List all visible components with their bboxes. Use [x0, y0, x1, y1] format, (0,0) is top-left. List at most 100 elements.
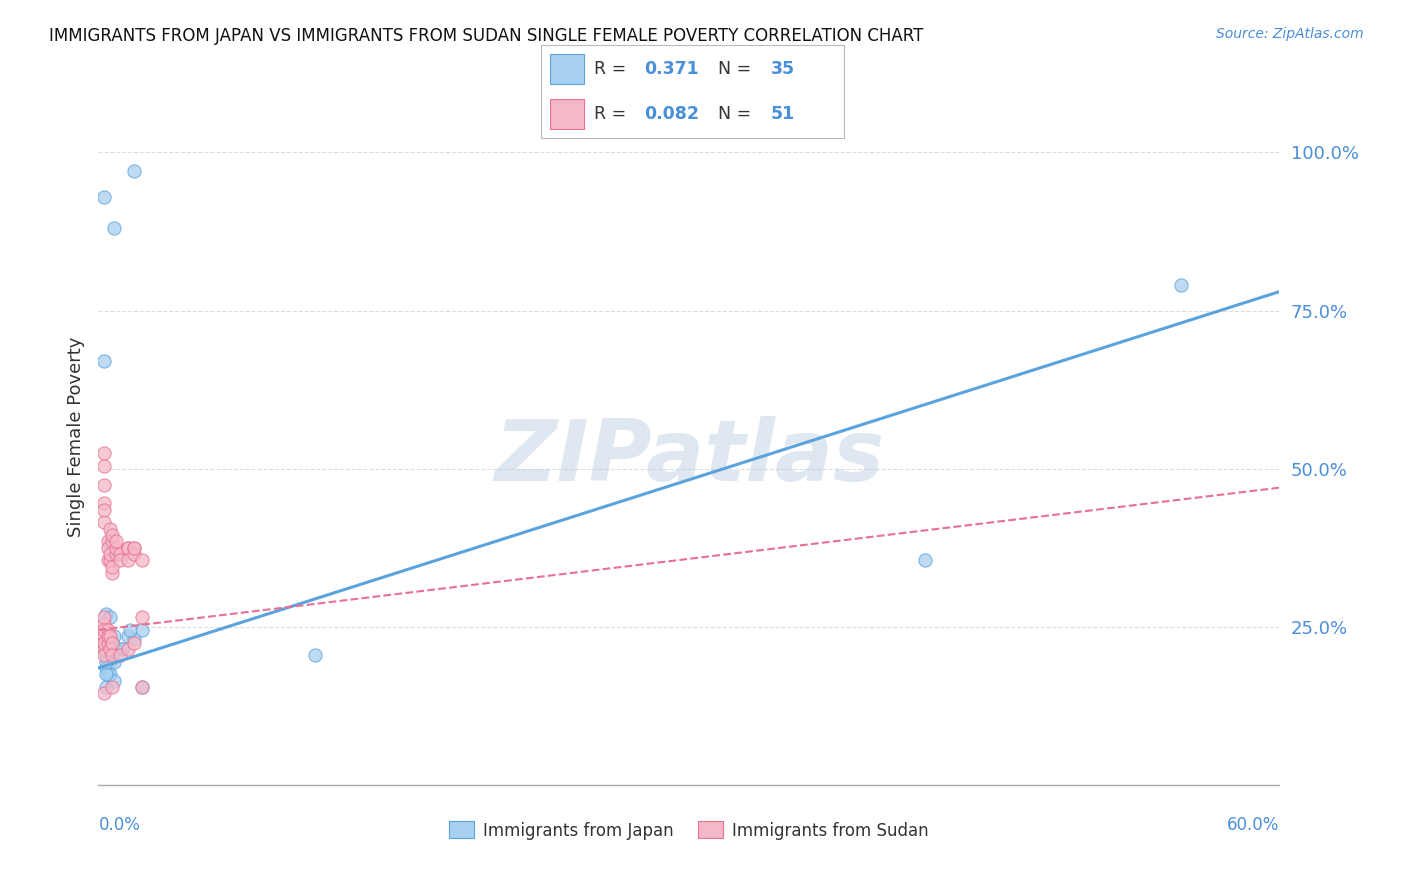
Point: [97, 553, 120, 567]
Point: [108, 553, 131, 567]
Point: [101, 680, 124, 694]
Point: [93, 616, 115, 631]
Point: [122, 635, 145, 649]
Text: N =: N =: [718, 60, 756, 78]
Point: [105, 534, 128, 549]
Point: [105, 547, 128, 561]
Point: [103, 673, 125, 688]
Text: 0.0%: 0.0%: [98, 816, 141, 834]
Point: [96, 661, 118, 675]
Text: ZIPatlas: ZIPatlas: [494, 417, 884, 500]
Point: [101, 534, 124, 549]
Point: [93, 458, 115, 473]
Point: [131, 553, 153, 567]
Point: [122, 541, 145, 555]
Point: [97, 655, 120, 669]
Text: IMMIGRANTS FROM JAPAN VS IMMIGRANTS FROM SUDAN SINGLE FEMALE POVERTY CORRELATION: IMMIGRANTS FROM JAPAN VS IMMIGRANTS FROM…: [49, 27, 924, 45]
Point: [96, 680, 118, 694]
Text: R =: R =: [595, 60, 631, 78]
Point: [103, 639, 125, 653]
Point: [108, 547, 131, 561]
Point: [98, 553, 121, 567]
Point: [98, 547, 121, 561]
Point: [101, 635, 124, 649]
Point: [304, 648, 326, 663]
Text: 0.082: 0.082: [644, 105, 699, 123]
Point: [131, 610, 153, 624]
Text: 60.0%: 60.0%: [1227, 816, 1279, 834]
Point: [98, 655, 121, 669]
Point: [1170, 278, 1192, 293]
Point: [108, 648, 131, 663]
Point: [93, 496, 115, 510]
Point: [93, 446, 115, 460]
Point: [117, 629, 139, 643]
Point: [98, 522, 121, 536]
Legend: Immigrants from Japan, Immigrants from Sudan: Immigrants from Japan, Immigrants from S…: [443, 814, 935, 847]
Point: [98, 629, 121, 643]
Point: [93, 477, 115, 491]
Point: [93, 503, 115, 517]
Point: [93, 623, 115, 637]
Point: [93, 635, 115, 649]
Point: [93, 642, 115, 657]
Text: 0.371: 0.371: [644, 60, 699, 78]
Point: [117, 642, 139, 657]
Point: [101, 566, 124, 580]
Text: R =: R =: [595, 105, 631, 123]
Point: [96, 655, 118, 669]
Point: [97, 629, 120, 643]
Text: 35: 35: [770, 60, 796, 78]
Point: [101, 642, 124, 657]
Point: [122, 541, 145, 555]
Point: [122, 547, 145, 561]
Point: [122, 164, 145, 178]
Text: 51: 51: [770, 105, 796, 123]
Point: [93, 635, 115, 649]
Point: [97, 645, 120, 659]
Text: N =: N =: [718, 105, 756, 123]
Point: [96, 648, 118, 663]
Point: [131, 623, 153, 637]
Point: [103, 629, 125, 643]
Point: [93, 516, 115, 530]
Point: [97, 541, 120, 555]
Point: [93, 190, 115, 204]
Point: [111, 642, 134, 657]
FancyBboxPatch shape: [550, 99, 583, 129]
Point: [117, 541, 139, 555]
Point: [93, 629, 115, 643]
Point: [103, 655, 125, 669]
Point: [101, 635, 124, 649]
Point: [131, 680, 153, 694]
Point: [93, 635, 115, 649]
Point: [98, 667, 121, 681]
Point: [97, 667, 120, 681]
Point: [117, 553, 139, 567]
Point: [914, 553, 936, 567]
Point: [105, 541, 128, 555]
Point: [96, 642, 118, 657]
Point: [101, 559, 124, 574]
Y-axis label: Single Female Poverty: Single Female Poverty: [66, 337, 84, 537]
Point: [131, 680, 153, 694]
Point: [97, 623, 120, 637]
Point: [93, 648, 115, 663]
Point: [97, 635, 120, 649]
Point: [93, 354, 115, 368]
Point: [118, 623, 141, 637]
Point: [98, 642, 121, 657]
Point: [101, 648, 124, 663]
Point: [98, 651, 121, 665]
Point: [103, 221, 125, 235]
Point: [117, 541, 139, 555]
Text: Source: ZipAtlas.com: Source: ZipAtlas.com: [1216, 27, 1364, 41]
Point: [96, 607, 118, 622]
Point: [93, 610, 115, 624]
FancyBboxPatch shape: [550, 54, 583, 84]
Point: [101, 528, 124, 542]
Point: [96, 667, 118, 681]
Point: [122, 632, 145, 647]
Point: [98, 639, 121, 653]
Point: [111, 642, 134, 657]
